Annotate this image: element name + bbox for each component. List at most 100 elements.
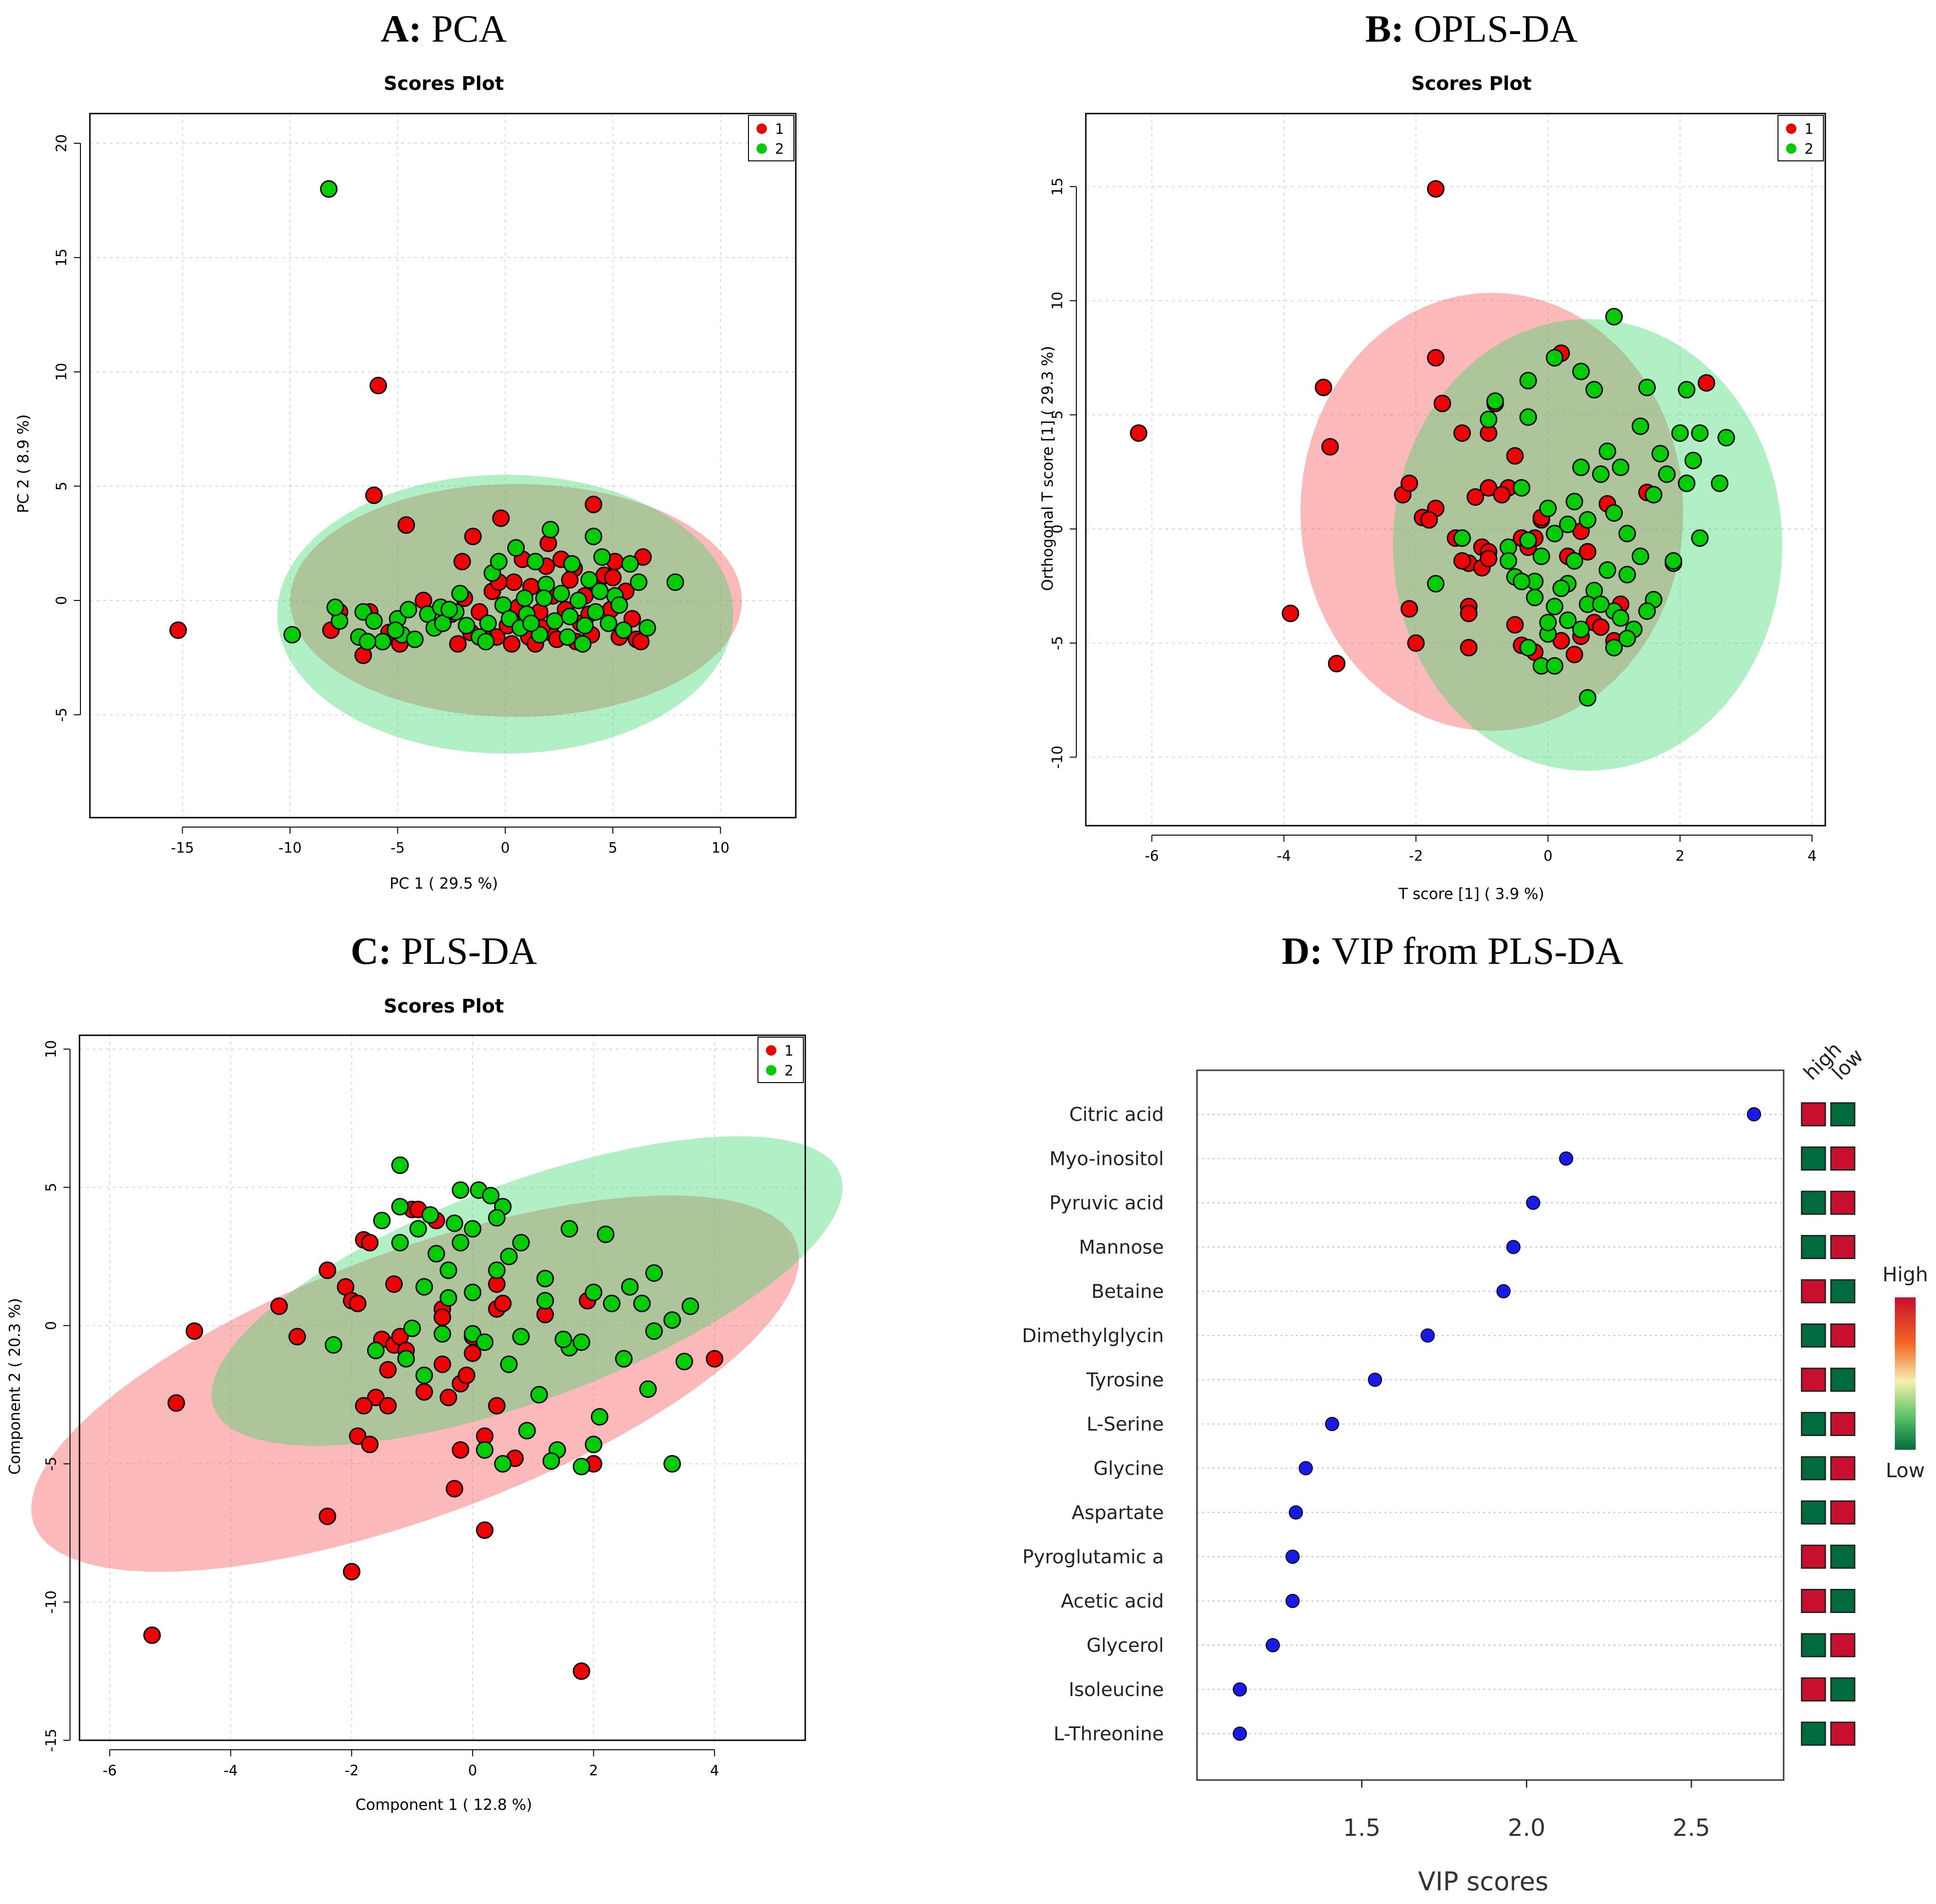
point-group-1 xyxy=(433,1355,451,1373)
point-group-1 xyxy=(1579,543,1597,561)
point-group-2 xyxy=(1658,465,1676,483)
point-group-1 xyxy=(1434,395,1452,413)
point-group-2 xyxy=(1579,689,1597,707)
point-group-2 xyxy=(433,1325,451,1343)
point-group-2 xyxy=(615,1350,633,1368)
point-group-2 xyxy=(440,1261,458,1279)
panel-b-ylabel: Orthogonal T score [1] ( 29.3 %) xyxy=(1038,346,1056,591)
point-group-2 xyxy=(518,1422,536,1440)
point-group-2 xyxy=(572,1458,590,1476)
y-tick-label: 5 xyxy=(1049,410,1066,419)
point-group-2 xyxy=(1546,657,1564,675)
point-group-2 xyxy=(479,614,497,632)
panel-c-title: C: PLS-DA xyxy=(351,929,537,972)
plot-frame xyxy=(89,113,797,819)
point-group-2 xyxy=(536,1292,554,1310)
point-group-2 xyxy=(488,1209,506,1227)
point-group-2 xyxy=(427,1245,445,1263)
point-group-2 xyxy=(507,539,525,557)
point-group-1 xyxy=(1130,424,1148,442)
point-group-2 xyxy=(475,1441,493,1459)
point-group-2 xyxy=(367,1341,385,1359)
point-group-1 xyxy=(433,1308,451,1326)
vip-level-cell-high xyxy=(1830,1323,1856,1348)
panel-d-name: VIP from PLS-DA xyxy=(1332,929,1624,972)
point-group-1 xyxy=(1460,604,1478,622)
vip-point xyxy=(1420,1328,1435,1343)
y-tick-label: 15 xyxy=(53,248,70,266)
vip-feature-label: Glycine xyxy=(1093,1458,1164,1480)
point-group-2 xyxy=(477,633,495,651)
vip-level-cell-low xyxy=(1801,1456,1826,1481)
vip-level-cell-high xyxy=(1801,1589,1826,1613)
point-group-2 xyxy=(516,589,534,607)
point-group-2 xyxy=(1572,458,1590,476)
point-group-1 xyxy=(318,1261,336,1279)
vip-point xyxy=(1526,1196,1540,1210)
vip-level-cell-low xyxy=(1801,1235,1826,1259)
point-group-2 xyxy=(585,1283,603,1301)
point-group-1 xyxy=(458,1366,475,1384)
point-group-2 xyxy=(638,619,656,637)
point-group-1 xyxy=(343,1563,361,1581)
point-group-2 xyxy=(536,1269,554,1287)
point-group-1 xyxy=(169,621,187,639)
point-group-1 xyxy=(1493,486,1511,504)
point-group-2 xyxy=(1519,531,1537,549)
panel-b-plot: -6 -4 -2 0 2 4 -10 -5 0 5 10 15 1 2 xyxy=(1049,113,1826,864)
point-group-1 xyxy=(475,1521,493,1539)
point-group-2 xyxy=(391,1156,409,1174)
point-group-2 xyxy=(397,1350,415,1368)
point-group-2 xyxy=(1638,602,1656,620)
point-group-1 xyxy=(1420,511,1438,529)
point-group-2 xyxy=(675,1352,693,1370)
point-group-2 xyxy=(475,1333,493,1351)
point-group-2 xyxy=(326,599,344,617)
vip-point xyxy=(1298,1461,1313,1475)
point-group-1 xyxy=(1321,438,1339,456)
vip-level-cell-high xyxy=(1830,1412,1856,1436)
y-tick-label: 10 xyxy=(43,1040,60,1058)
x-tick-label: -5 xyxy=(391,840,405,856)
point-group-2 xyxy=(584,528,602,546)
point-group-1 xyxy=(464,1344,482,1362)
y-tick-label: 0 xyxy=(43,1321,60,1330)
colorbar-high-label: High xyxy=(1883,1263,1928,1286)
legend-box xyxy=(757,1037,804,1083)
point-group-1 xyxy=(446,1480,464,1498)
x-tick-label: -2 xyxy=(344,1763,359,1779)
point-group-2 xyxy=(1717,429,1735,447)
point-group-1 xyxy=(494,1295,512,1313)
point-group-1 xyxy=(370,377,387,395)
panel-d-letter: D: xyxy=(1282,929,1323,972)
point-group-2 xyxy=(446,1214,464,1232)
vip-level-cell-high xyxy=(1801,1677,1826,1701)
y-tick-label: 15 xyxy=(1049,177,1066,195)
legend-marker-1 xyxy=(1786,123,1796,134)
point-group-2 xyxy=(561,608,579,626)
point-group-2 xyxy=(464,1220,482,1238)
vip-level-cell-low xyxy=(1830,1544,1856,1569)
panel-a-letter: A: xyxy=(381,7,422,50)
panel-b-letter: B: xyxy=(1365,7,1404,50)
point-group-2 xyxy=(1546,525,1564,543)
panel-a-title: A: PCA xyxy=(381,7,507,50)
point-group-2 xyxy=(546,612,564,630)
vip-level-cell-low xyxy=(1801,1633,1826,1657)
vip-level-cell-low xyxy=(1801,1146,1826,1171)
point-group-2 xyxy=(1651,445,1669,463)
vip-frame xyxy=(1196,1069,1785,1781)
vip-feature-label: Isoleucine xyxy=(1069,1679,1164,1701)
y-tick-label: 10 xyxy=(53,363,70,381)
point-group-2 xyxy=(1572,620,1590,638)
point-group-2 xyxy=(482,1187,500,1205)
legend-label-2: 2 xyxy=(1804,141,1813,158)
legend-label-1: 1 xyxy=(775,121,784,138)
x-tick-label: -4 xyxy=(224,1763,238,1779)
vip-level-cell-low xyxy=(1830,1367,1856,1392)
vip-level-cell-low xyxy=(1801,1500,1826,1525)
point-group-1 xyxy=(505,573,523,591)
point-group-2 xyxy=(415,1278,433,1296)
point-group-2 xyxy=(1566,493,1584,511)
